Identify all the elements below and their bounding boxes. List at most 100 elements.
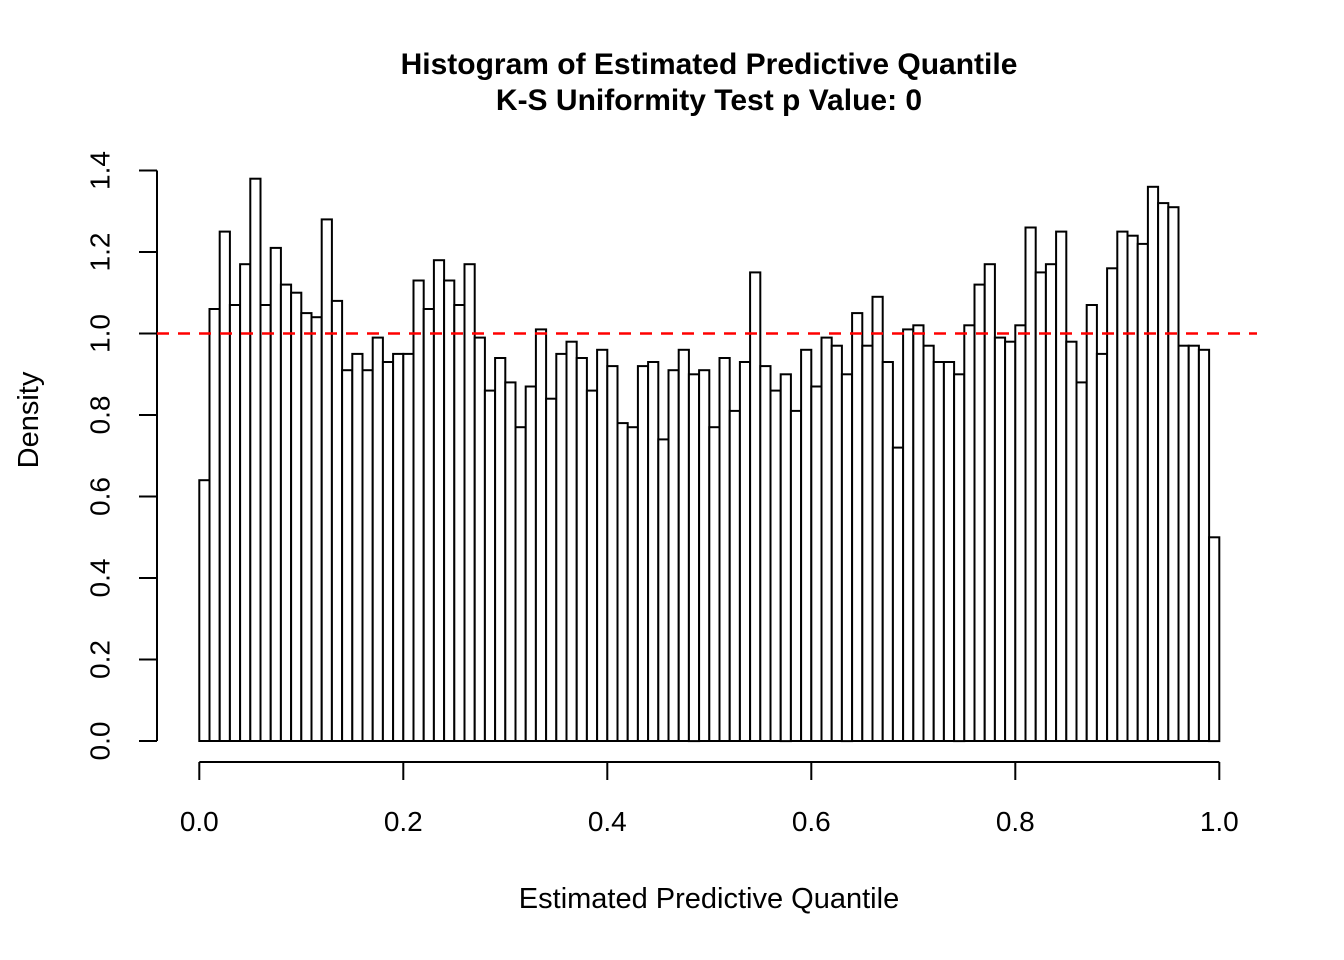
histogram-bar xyxy=(1055,230,1068,742)
histogram-bar xyxy=(279,283,293,742)
histogram-bar xyxy=(198,479,211,742)
histogram-bar xyxy=(851,312,864,742)
histogram-bar xyxy=(1075,381,1088,742)
x-axis-tick-label: 0.2 xyxy=(384,806,423,837)
histogram-bar xyxy=(524,385,537,742)
histogram-bar xyxy=(912,324,925,742)
histogram-bar xyxy=(922,344,935,742)
histogram-bar xyxy=(687,373,701,743)
histogram-bar xyxy=(422,308,435,742)
x-axis-title: Estimated Predictive Quantile xyxy=(519,883,899,915)
histogram-bar xyxy=(1116,230,1129,742)
histogram-bar xyxy=(871,295,884,742)
histogram-bar xyxy=(820,336,833,742)
histogram-bar xyxy=(575,357,588,742)
histogram-bar xyxy=(1014,324,1027,742)
histogram-bar xyxy=(1177,344,1190,742)
histogram-bar xyxy=(555,352,568,742)
histogram-bar xyxy=(483,389,497,742)
histogram-bar xyxy=(1004,340,1017,742)
y-axis-tick-label: 0.0 xyxy=(85,722,116,761)
histogram-bar xyxy=(341,369,354,742)
histogram-bar xyxy=(708,426,721,742)
histogram-bar xyxy=(412,279,425,742)
histogram-bar xyxy=(749,271,762,742)
histogram-bar xyxy=(453,304,466,742)
histogram-bar xyxy=(1065,340,1078,742)
histogram-bar xyxy=(290,291,303,742)
histogram-bar xyxy=(1167,206,1180,742)
y-axis-tick-label: 0.8 xyxy=(85,396,116,435)
histogram-bar xyxy=(1197,348,1211,742)
histogram-bar xyxy=(1146,185,1160,743)
histogram-bar xyxy=(514,426,527,742)
histogram-bar xyxy=(596,348,609,742)
histogram-bar xyxy=(249,177,262,742)
histogram-bar xyxy=(1187,344,1200,742)
histogram-bar xyxy=(381,361,395,742)
histogram-bar xyxy=(647,361,660,742)
histogram-bar xyxy=(300,312,313,742)
histogram-bar xyxy=(1095,352,1109,742)
x-axis-tick-label: 1.0 xyxy=(1200,806,1239,837)
histogram-bar xyxy=(565,340,578,742)
histogram-bar xyxy=(840,373,854,743)
histogram-bar xyxy=(738,361,752,742)
histogram-bar xyxy=(779,373,792,743)
histogram-bar xyxy=(626,426,639,742)
histogram-bar xyxy=(657,438,670,742)
histogram-bar xyxy=(789,409,803,742)
histogram-bar xyxy=(585,389,599,742)
histogram-bar xyxy=(320,218,333,742)
histogram-bar xyxy=(1106,267,1119,742)
histogram-bar xyxy=(504,381,517,742)
y-axis-tick-label: 0.2 xyxy=(85,640,116,679)
histogram-bar xyxy=(932,361,945,742)
chart-title-line2: K-S Uniformity Test p Value: 0 xyxy=(496,84,922,117)
axes-group: 0.0 0.2 0.4 0.6 0.8 1.0 1.2 1.4 0.0 0.2 0.4 0.6 0.8 1… xyxy=(85,151,1239,837)
histogram-bar xyxy=(993,336,1007,742)
histogram-bar xyxy=(443,279,456,742)
histogram-bar xyxy=(616,422,629,742)
histogram-bar xyxy=(1126,234,1139,742)
histogram-bar xyxy=(239,263,252,742)
histogram-bar xyxy=(545,397,558,742)
histogram-bar xyxy=(800,348,813,742)
histogram-bar xyxy=(728,409,741,742)
y-axis-tick-label: 0.4 xyxy=(85,559,116,598)
y-axis-tick-label: 1.0 xyxy=(85,314,116,353)
histogram-bar xyxy=(1044,263,1058,742)
histogram-bar xyxy=(330,299,344,742)
histogram-bar xyxy=(1034,271,1047,742)
histogram-bar xyxy=(902,328,915,742)
histogram-bar xyxy=(667,369,680,742)
histogram-bar xyxy=(830,344,843,742)
x-axis-tick-label: 0.4 xyxy=(588,806,627,837)
histogram-bar xyxy=(310,316,323,742)
x-axis-tick-label: 0.0 xyxy=(180,806,219,837)
histogram-bar xyxy=(534,328,548,742)
y-axis-title: Density xyxy=(13,371,45,468)
histogram-bar xyxy=(1024,226,1037,742)
histogram-bar xyxy=(606,365,619,742)
histogram-bar xyxy=(218,230,231,742)
histogram-bar xyxy=(769,389,782,742)
histogram-bar xyxy=(259,304,272,742)
y-axis-tick-label: 0.6 xyxy=(85,477,116,516)
histogram-bar xyxy=(983,263,996,742)
chart-title-line1: Histogram of Estimated Predictive Quanti… xyxy=(401,48,1018,81)
histogram-bar xyxy=(963,324,976,742)
x-axis-tick-label: 0.6 xyxy=(792,806,831,837)
histogram-bar xyxy=(810,385,823,742)
y-axis-tick-label: 1.4 xyxy=(85,151,116,190)
histogram-bar xyxy=(371,336,384,742)
histogram-bar xyxy=(351,352,364,742)
histogram-bar xyxy=(361,369,374,742)
histogram-bar xyxy=(718,357,731,742)
histogram-bar xyxy=(881,361,894,742)
histogram-bar xyxy=(1136,242,1149,742)
histogram-bar xyxy=(953,373,966,743)
histogram-bar xyxy=(861,344,874,742)
